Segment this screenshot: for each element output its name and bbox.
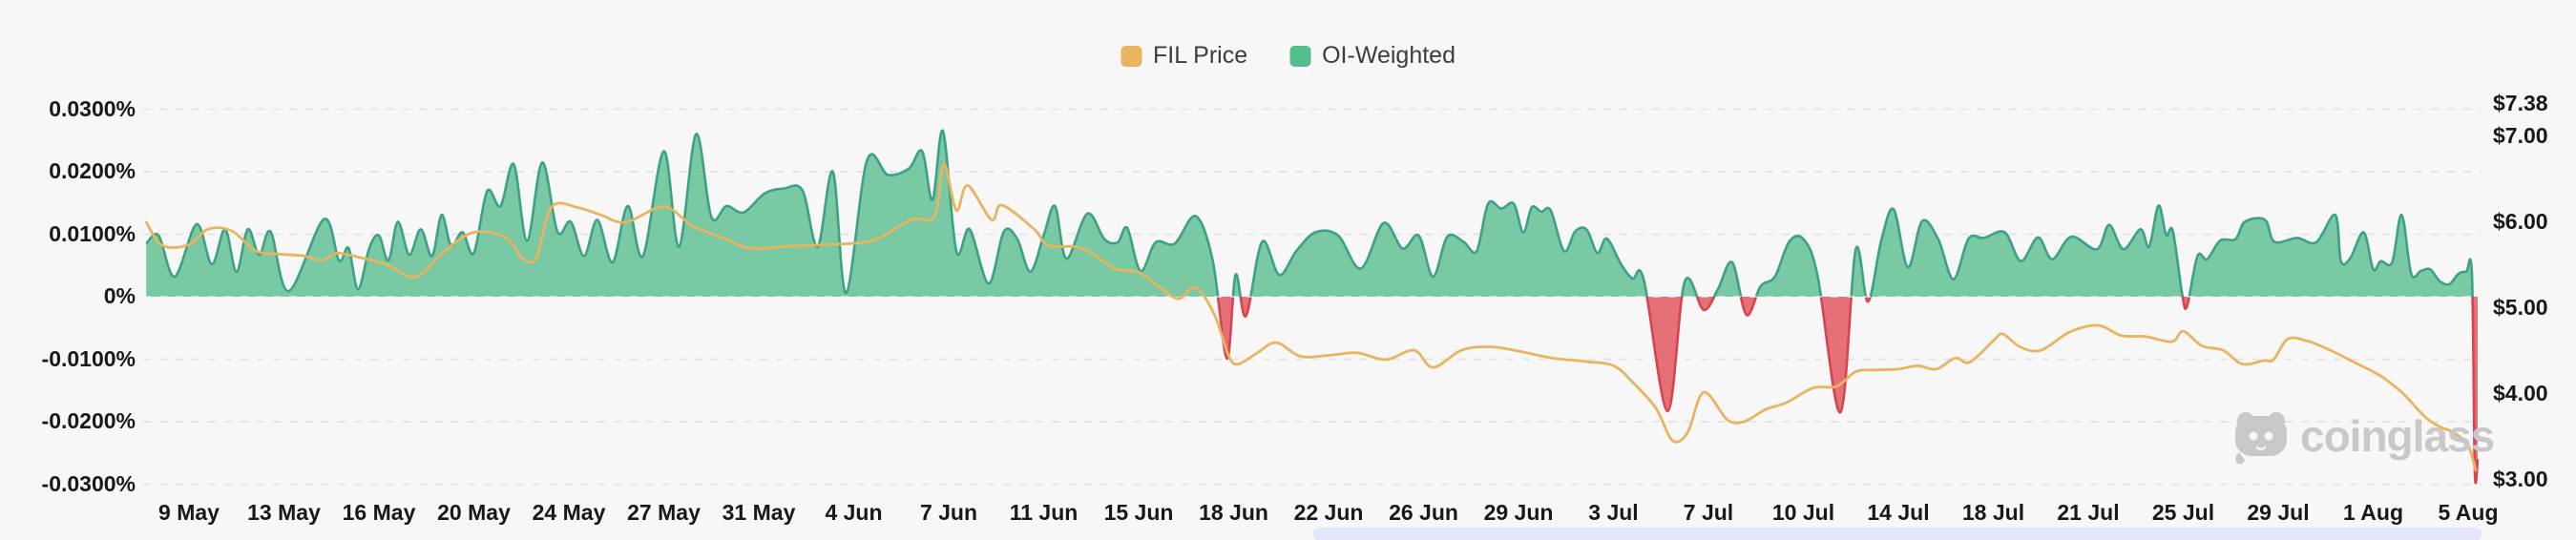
x-axis-tick-label: 14 Jul — [1867, 500, 1930, 525]
x-axis-tick-label: 24 May — [532, 500, 606, 525]
right-axis-tick-label: $3.00 — [2493, 467, 2548, 491]
left-axis-tick-label: -0.0300% — [41, 470, 136, 496]
x-axis-tick-label: 10 Jul — [1771, 500, 1835, 525]
x-axis-tick-label: 3 Jul — [1588, 500, 1639, 525]
x-axis-tick-label: 21 Jul — [2057, 500, 2120, 525]
x-axis-tick-label: 16 May — [342, 500, 416, 525]
x-axis-tick-label: 1 Aug — [2342, 500, 2404, 525]
legend-label: FIL Price — [1153, 42, 1248, 69]
x-axis-tick-label: 11 Jun — [1009, 500, 1079, 525]
x-axis-tick-label: 18 Jun — [1199, 500, 1268, 525]
right-axis-tick-label: $4.00 — [2493, 381, 2548, 405]
horizontal-scrollbar[interactable] — [1313, 528, 2482, 540]
right-axis-tick-label: $7.38 — [2493, 90, 2548, 115]
legend-label: OI-Weighted — [1322, 42, 1456, 69]
x-axis-tick-label: 18 Jul — [1961, 500, 2025, 525]
left-axis-tick-label: 0.0200% — [49, 158, 136, 183]
right-axis-tick-label: $5.00 — [2493, 295, 2548, 320]
x-axis-tick-label: 31 May — [722, 500, 796, 525]
fil-price-swatch-icon — [1120, 45, 1141, 67]
x-axis-tick-label: 7 Jun — [919, 500, 978, 525]
left-axis-tick-label: 0.0300% — [49, 95, 136, 121]
left-axis-tick-label: 0% — [103, 283, 136, 308]
x-axis-tick-label: 25 Jul — [2151, 500, 2215, 525]
x-axis-tick-label: 4 Jun — [825, 500, 883, 525]
left-axis-tick-label: -0.0100% — [41, 345, 136, 371]
right-axis-tick-label: $7.00 — [2493, 123, 2548, 148]
x-axis-tick-label: 20 May — [437, 500, 511, 525]
x-axis-tick-label: 26 Jun — [1389, 500, 1458, 525]
x-axis-tick-label: 7 Jul — [1683, 500, 1734, 525]
x-axis-tick-label: 9 May — [158, 500, 220, 525]
x-axis-tick-label: 22 Jun — [1293, 500, 1364, 525]
left-axis-tick-label: -0.0200% — [41, 408, 136, 433]
oi-weighted-swatch-icon — [1289, 45, 1311, 67]
legend-item-fil-price[interactable]: FIL Price — [1120, 42, 1247, 70]
right-axis-tick-label: $6.00 — [2493, 209, 2548, 234]
legend-item-oi-weighted[interactable]: OI-Weighted — [1289, 42, 1456, 70]
x-axis-tick-label: 13 May — [247, 500, 321, 525]
x-axis-tick-label: 29 Jun — [1483, 500, 1554, 525]
left-axis-tick-label: 0.0100% — [49, 220, 136, 246]
x-axis-tick-label: 27 May — [627, 500, 701, 525]
x-axis-tick-label: 29 Jul — [2247, 500, 2310, 525]
x-axis-tick-label: 5 Aug — [2438, 500, 2499, 525]
x-axis-tick-label: 15 Jun — [1103, 500, 1174, 525]
chart-legend: FIL Price OI-Weighted — [1120, 42, 1456, 70]
